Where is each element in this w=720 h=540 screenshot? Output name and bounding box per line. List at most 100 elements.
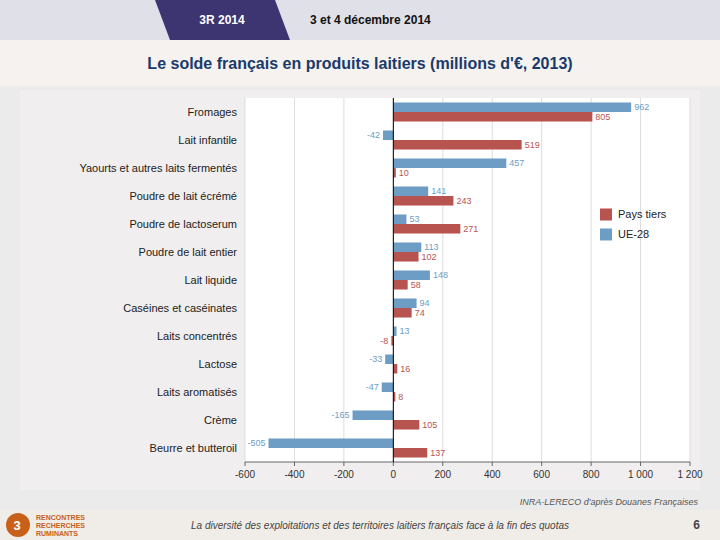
header <box>0 0 720 40</box>
tick-label: 1 000 <box>628 469 653 480</box>
category-label: Beurre et butteroil <box>150 442 237 454</box>
bar <box>393 242 421 252</box>
category-label: Lait liquide <box>184 274 237 286</box>
legend-swatch <box>600 208 612 220</box>
bar <box>393 158 506 168</box>
tick-label: -200 <box>334 469 354 480</box>
tick-mark <box>541 462 542 466</box>
tick-mark <box>591 462 592 466</box>
category-label: Caséines et caséinates <box>123 302 237 314</box>
bar <box>393 140 521 150</box>
grid-line <box>591 98 592 462</box>
bar <box>393 280 407 290</box>
bar <box>393 252 418 262</box>
data-label: 16 <box>400 364 410 374</box>
bar <box>393 364 397 374</box>
footer-text: La diversité des exploitations et des te… <box>191 520 569 531</box>
bar <box>393 270 430 280</box>
data-label: 148 <box>433 270 448 280</box>
tick-mark <box>690 462 691 466</box>
bar <box>383 130 393 140</box>
title-strip <box>0 40 720 86</box>
data-label: 102 <box>422 252 437 262</box>
bar <box>393 308 411 318</box>
grid-line <box>393 98 394 462</box>
header-badge: 3R 2014 <box>199 13 245 27</box>
plot-area <box>245 98 690 462</box>
category-label: Fromages <box>187 106 237 118</box>
bars <box>268 102 631 457</box>
grid-line <box>492 98 493 462</box>
data-label: 137 <box>430 448 445 458</box>
header-text: 3 et 4 décembre 2014 <box>310 13 431 27</box>
data-label: -47 <box>366 382 379 392</box>
chart: 3R 20143 et 4 décembre 2014Le solde fran… <box>0 0 720 540</box>
grid <box>245 98 690 462</box>
tick-label: 800 <box>583 469 600 480</box>
logo-word: RECHERCHES <box>36 522 85 529</box>
bar <box>393 224 460 234</box>
data-label: 243 <box>456 196 471 206</box>
axis-line <box>245 462 690 463</box>
data-label: -42 <box>367 130 380 140</box>
data-label: -33 <box>369 354 382 364</box>
grid-line <box>640 98 641 462</box>
bar <box>393 186 428 196</box>
data-label: 53 <box>409 214 419 224</box>
data-label: 962 <box>634 102 649 112</box>
source: INRA-LERECO d'après Douanes Françaises <box>520 497 699 507</box>
tick-label: 400 <box>484 469 501 480</box>
logo <box>6 513 30 537</box>
bar <box>393 214 406 224</box>
data-label: 58 <box>411 280 421 290</box>
category-label: Crème <box>204 414 237 426</box>
category-label: Poudre de lait entier <box>139 246 238 258</box>
bar <box>382 382 394 392</box>
data-label: 271 <box>463 224 478 234</box>
data-label: -165 <box>332 410 350 420</box>
tick-label: 1 200 <box>677 469 702 480</box>
footer-number: 6 <box>693 518 700 532</box>
grid-line <box>245 98 246 462</box>
bar <box>393 112 592 122</box>
data-label: 141 <box>431 186 446 196</box>
bar <box>393 298 416 308</box>
data-label: 113 <box>424 242 438 252</box>
category-label: Yaourts et autres laits fermentés <box>79 162 237 174</box>
category-label: Laits aromatisés <box>157 386 238 398</box>
chart-panel <box>20 90 700 490</box>
legend: Pays tiers UE-28 <box>600 208 667 240</box>
x-axis: -600-400-20002004006008001 0001 200 <box>235 462 703 480</box>
data-labels: 805519102432711025874-8168105137962-4245… <box>247 102 649 458</box>
data-label: 519 <box>525 140 540 150</box>
tick-label: -400 <box>284 469 304 480</box>
bar <box>393 102 631 112</box>
grid-line <box>294 98 295 462</box>
legend-label: UE-28 <box>618 228 649 240</box>
data-label: -505 <box>247 438 265 448</box>
bar <box>353 410 394 420</box>
category-label: Poudre de lait écrémé <box>129 190 237 202</box>
data-label: 74 <box>415 308 425 318</box>
bar <box>393 420 419 430</box>
tick-mark <box>640 462 641 466</box>
tick-label: -600 <box>235 469 255 480</box>
zero-line <box>393 98 394 462</box>
grid-line <box>343 98 344 462</box>
category-label: Lait infantile <box>178 134 237 146</box>
tick-mark <box>492 462 493 466</box>
category-label: Laits concentrés <box>157 330 238 342</box>
legend-label: Pays tiers <box>618 208 667 220</box>
footer <box>0 510 720 540</box>
tick-mark <box>442 462 443 466</box>
logo-word: RUMINANTS <box>36 530 78 537</box>
data-label: 805 <box>595 112 610 122</box>
bar <box>385 354 393 364</box>
tick-mark <box>393 462 394 466</box>
bar <box>393 448 427 458</box>
data-label: -8 <box>380 336 388 346</box>
tick-label: 200 <box>434 469 451 480</box>
tick-mark <box>294 462 295 466</box>
tick-mark <box>245 462 246 466</box>
tick-label: 0 <box>391 469 397 480</box>
